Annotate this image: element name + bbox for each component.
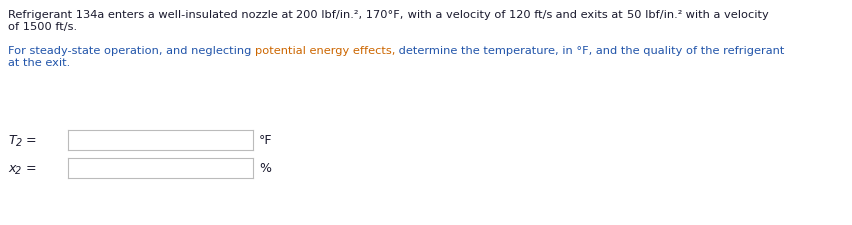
Text: of 1500 ft/s.: of 1500 ft/s.	[8, 22, 78, 32]
Text: =: =	[22, 133, 37, 146]
Text: Refrigerant 134a enters a well-insulated nozzle at: Refrigerant 134a enters a well-insulated…	[8, 10, 296, 20]
Text: 120 ft/s: 120 ft/s	[509, 10, 552, 20]
Text: i: i	[56, 162, 60, 175]
Text: i: i	[56, 133, 60, 146]
Text: 50 lbf/in.²: 50 lbf/in.²	[627, 10, 682, 20]
Text: 2: 2	[15, 138, 22, 148]
Text: =: =	[21, 162, 37, 175]
Text: T: T	[8, 133, 15, 146]
Text: %: %	[259, 162, 271, 175]
Text: For steady-state operation, and neglecting: For steady-state operation, and neglecti…	[8, 46, 255, 56]
Text: 2: 2	[15, 166, 21, 176]
Text: potential energy effects,: potential energy effects,	[255, 46, 395, 56]
Text: 200 lbf/in.², 170°F,: 200 lbf/in.², 170°F,	[296, 10, 404, 20]
Text: x: x	[8, 162, 15, 175]
Text: °F: °F	[259, 133, 273, 146]
Text: with a velocity: with a velocity	[682, 10, 769, 20]
Text: determine the temperature, in °F, and the quality of the refrigerant: determine the temperature, in °F, and th…	[395, 46, 785, 56]
Text: at the exit.: at the exit.	[8, 58, 70, 68]
Text: and exits at: and exits at	[552, 10, 627, 20]
Text: with a velocity of: with a velocity of	[404, 10, 509, 20]
